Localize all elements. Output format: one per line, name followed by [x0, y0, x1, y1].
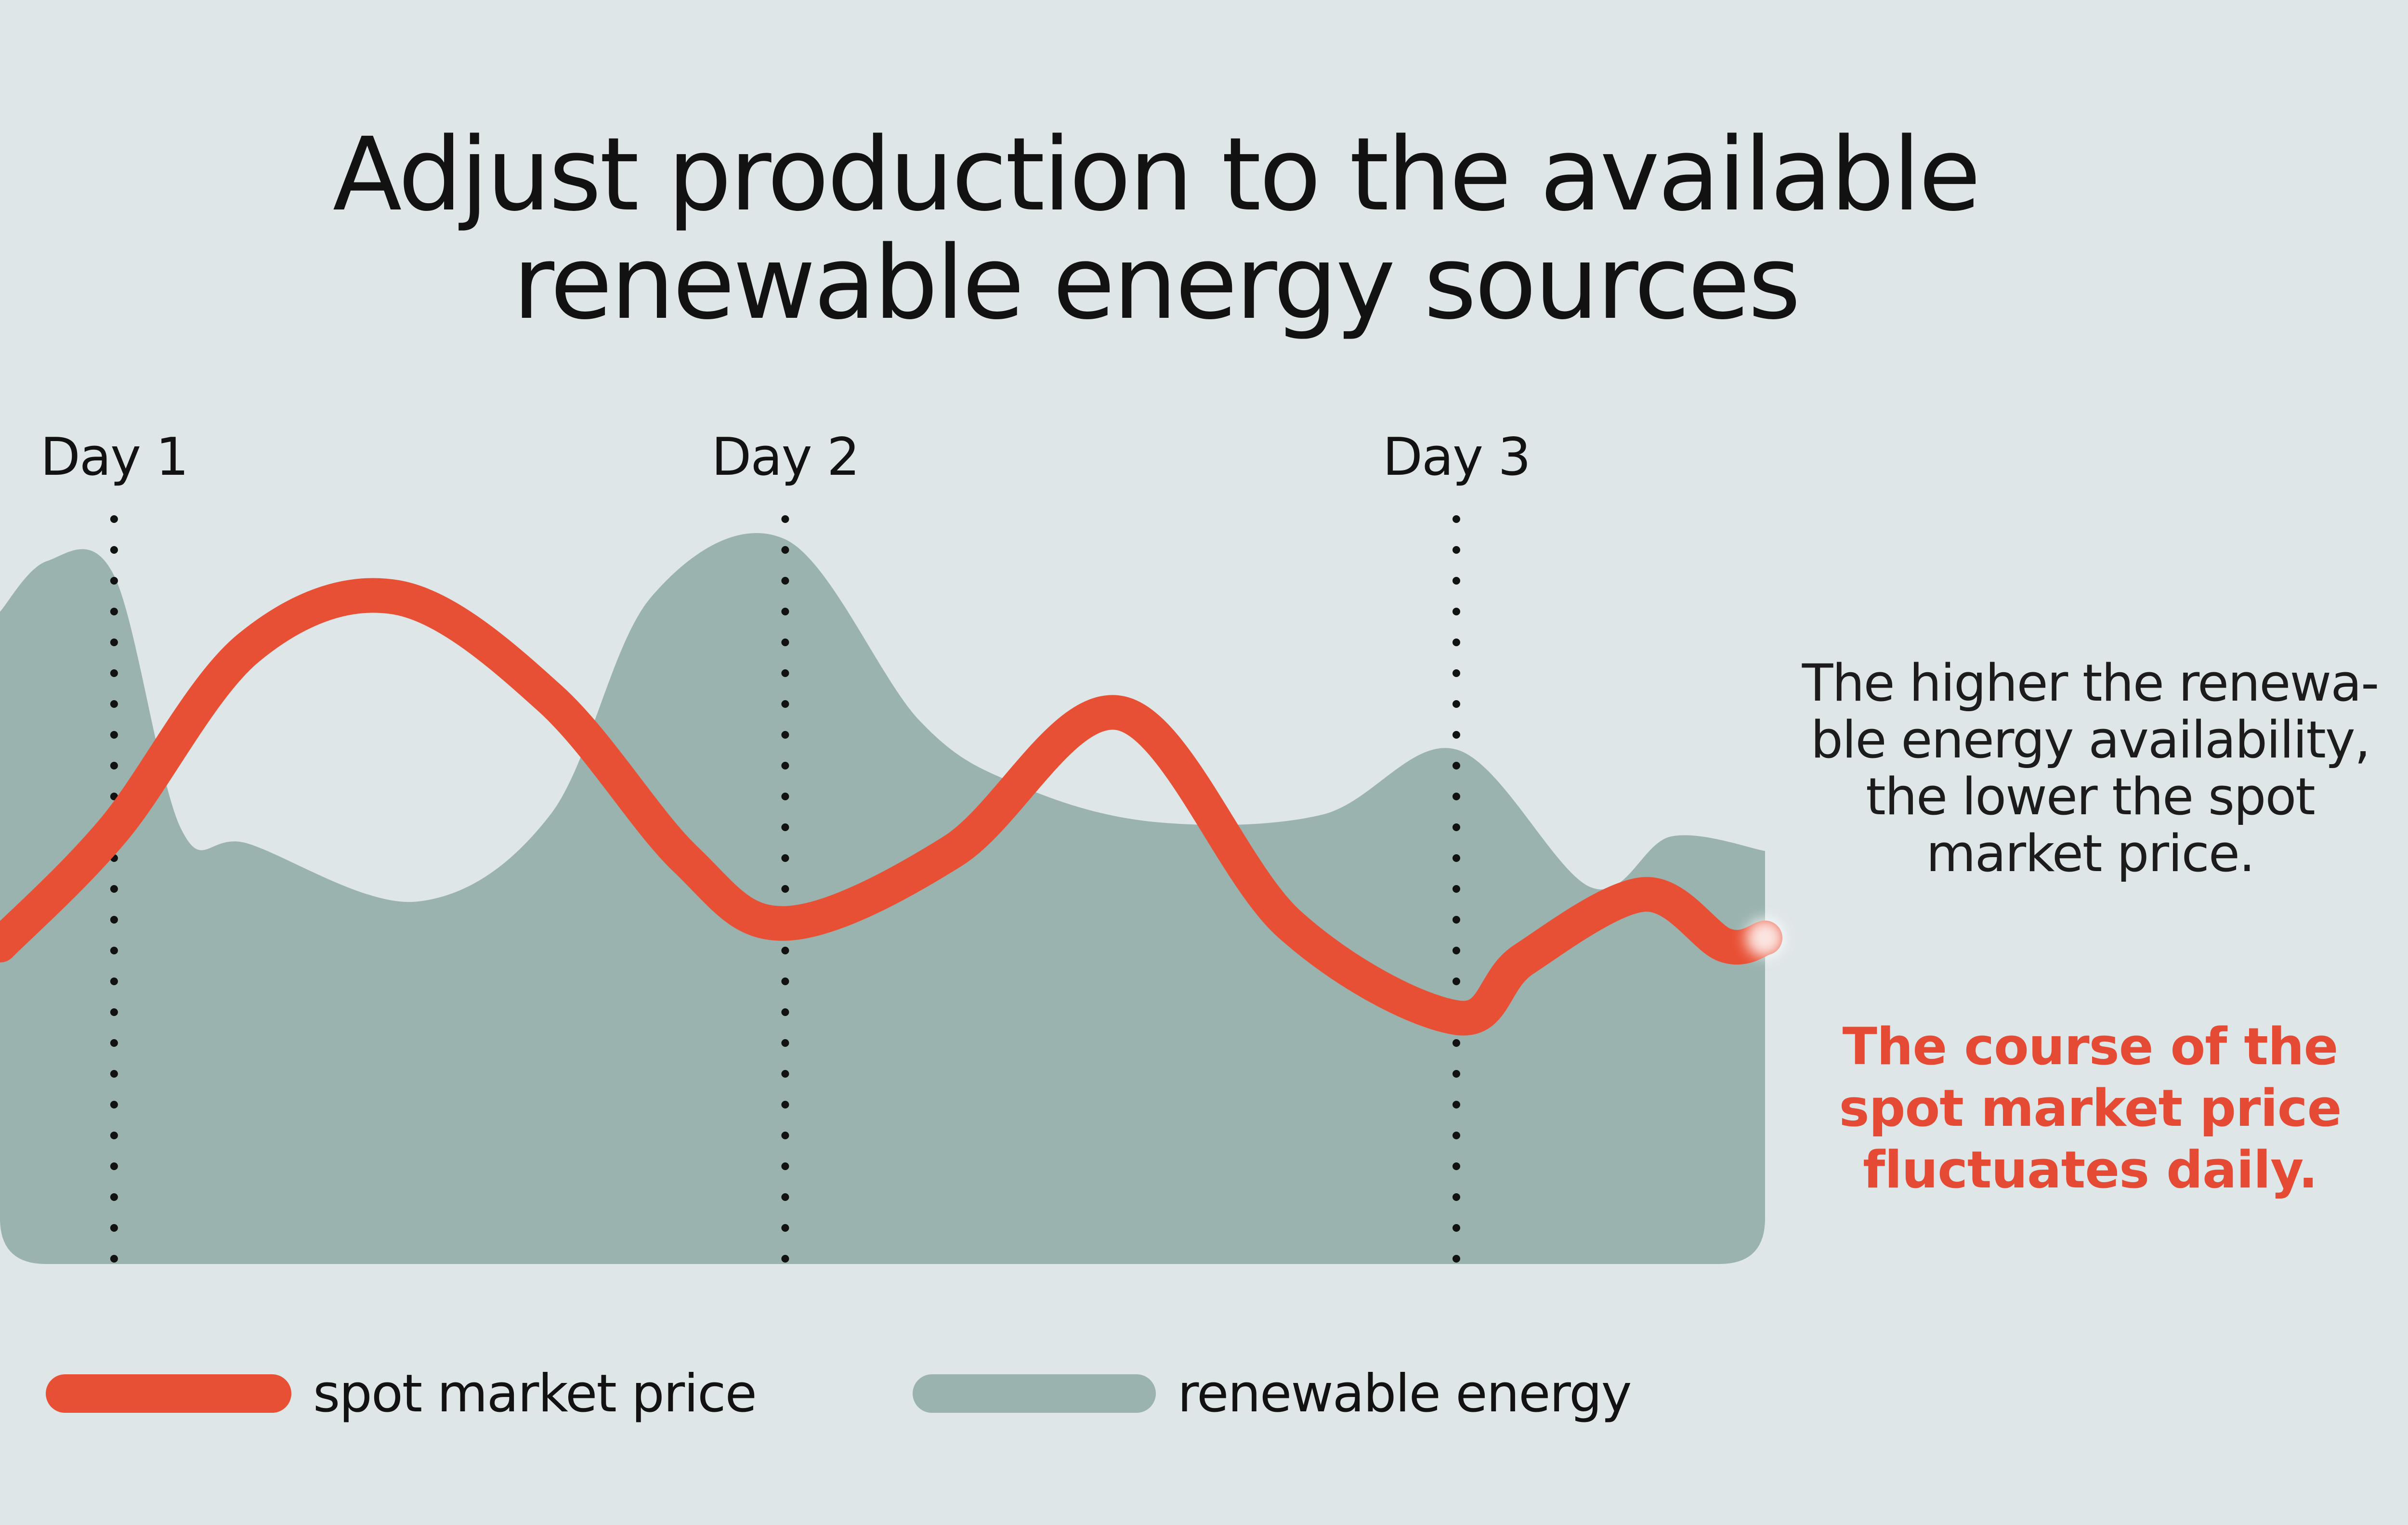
day-label: Day 1 — [40, 427, 189, 487]
legend-swatch-price — [46, 1374, 291, 1413]
price-line-end-glow — [1746, 918, 1784, 957]
note-1-line: ble energy availability, — [1810, 710, 2371, 769]
note-1-line: The higher the renewa- — [1802, 653, 2380, 713]
day-label: Day 2 — [711, 427, 860, 487]
day-label: Day 3 — [1382, 427, 1531, 487]
page-title: Adjust production to the available renew… — [0, 120, 2312, 337]
title-line-1: Adjust production to the available — [332, 116, 1981, 234]
price-fluctuation-note: The course of the spot market price fluc… — [1782, 1016, 2398, 1201]
title-line-2: renewable energy sources — [512, 224, 1801, 342]
legend-label-price: spot market price — [313, 1364, 757, 1424]
legend-swatch-renewable — [913, 1374, 1156, 1413]
note-2-line: spot market price — [1839, 1079, 2342, 1138]
note-2-line: fluctuates daily. — [1863, 1140, 2318, 1199]
note-1-line: the lower the spot — [1866, 767, 2316, 826]
legend-label-renewable: renewable energy — [1178, 1364, 1632, 1424]
note-1-line: market price. — [1926, 824, 2255, 883]
renewable-price-note: The higher the renewa- ble energy availa… — [1782, 655, 2398, 882]
spot-market-price-line — [0, 578, 1782, 1036]
note-2-line: The course of the — [1842, 1017, 2339, 1076]
